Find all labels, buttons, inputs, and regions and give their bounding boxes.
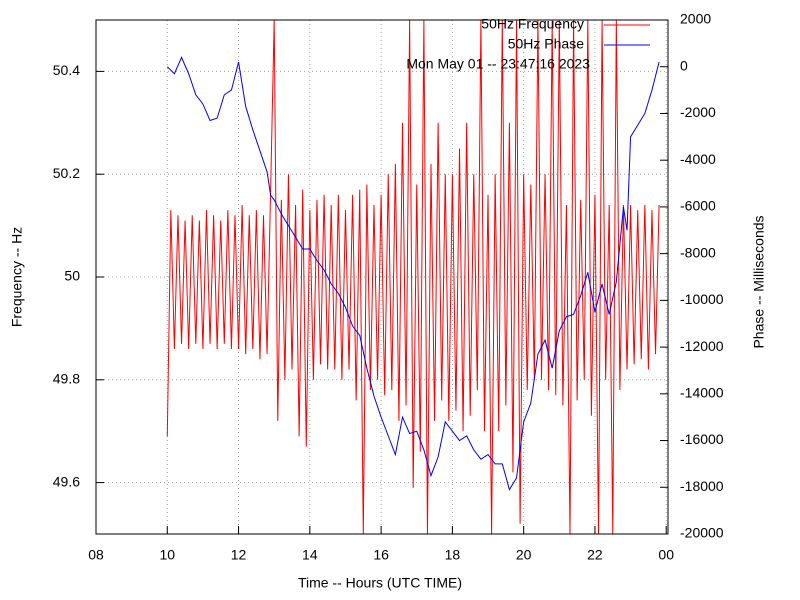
y2-tick-label: -14000 (680, 385, 724, 401)
y2-tick-label: -4000 (680, 151, 716, 167)
x-tick-label: 10 (159, 547, 175, 563)
y-tick-label: 49.8 (53, 371, 80, 387)
y-axis-label: Frequency -- Hz (9, 227, 25, 327)
x-tick-label: 22 (587, 547, 603, 563)
x-tick-label: 00 (658, 547, 674, 563)
x-tick-label: 14 (302, 547, 318, 563)
y2-tick-label: 2000 (680, 11, 711, 27)
x-tick-label: 20 (516, 547, 532, 563)
overlay: 08 10 12 14 16 18 20 22 00 49.6 49.8 50 50.2 50.4 -200… (53, 11, 724, 563)
x-axis-label: Time -- Hours (UTC TIME) (298, 575, 462, 591)
y2-tick-label: -20000 (680, 525, 724, 541)
y2-tick-label: -8000 (680, 244, 716, 260)
y2-tick-label: -18000 (680, 478, 724, 494)
y2-tick-label: -16000 (680, 431, 724, 447)
x-tick-label: 16 (373, 547, 389, 563)
series-line (166, 20, 660, 534)
y-tick-label: 49.6 (53, 473, 80, 489)
x-tick-label: 08 (88, 547, 104, 563)
annotation: Mon May 01 -- 23:47:16 2023 (406, 56, 590, 72)
y2-tick-label: -6000 (680, 198, 716, 214)
y-tick-label: 50.4 (53, 62, 80, 78)
x-tick-label: 12 (231, 547, 247, 563)
y2-tick-label: -10000 (680, 291, 724, 307)
y2-tick-label: -12000 (680, 338, 724, 354)
y-tick-label: 50.2 (53, 165, 80, 181)
y-tick-label: 50 (64, 268, 80, 284)
plot-area (166, 20, 660, 534)
x-tick-label: 18 (445, 547, 461, 563)
legend-label: 50Hz Phase (508, 36, 584, 52)
y2-tick-label: -2000 (680, 104, 716, 120)
y2-axis-label: Phase -- Milliseconds (751, 215, 767, 348)
series-line (166, 56, 660, 491)
legend-label: 50Hz Frequency (481, 16, 584, 32)
y2-tick-label: 0 (680, 57, 688, 73)
